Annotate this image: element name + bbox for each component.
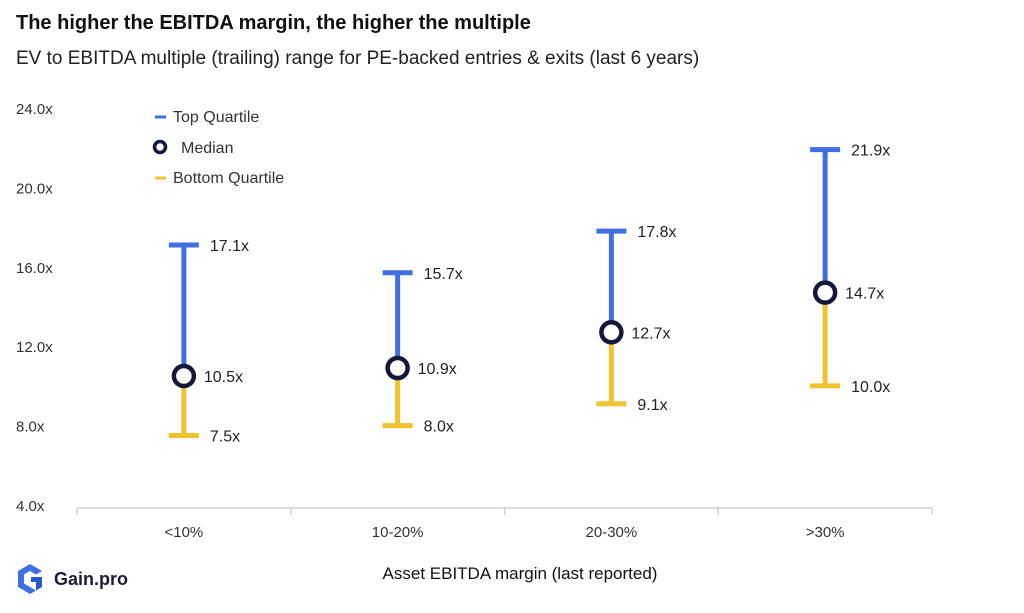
x-axis: <10% 10-20% 20-30% >30% — [76, 507, 933, 541]
bottom-quartile-label: 10.0x — [851, 379, 890, 396]
x-tick-label: >30% — [806, 524, 845, 541]
x-tick-label: 10-20% — [372, 524, 424, 541]
y-tick-label: 4.0x — [16, 498, 45, 515]
median-label: 14.7x — [845, 286, 884, 303]
x-tick-label: <10% — [164, 524, 203, 541]
bottom-quartile-label: 9.1x — [637, 397, 667, 414]
legend-bottom-quartile-label: Bottom Quartile — [173, 170, 284, 187]
y-tick-label: 24.0x — [16, 101, 53, 118]
top-quartile-label: 21.9x — [851, 143, 890, 160]
y-axis: 4.0x 8.0x 12.0x 16.0x 20.0x 24.0x — [16, 101, 53, 515]
chart-subtitle: EV to EBITDA multiple (trailing) range f… — [16, 48, 700, 69]
median-marker[interactable] — [812, 280, 838, 305]
median-marker[interactable] — [599, 320, 624, 345]
bottom-quartile-label: 8.0x — [424, 419, 454, 436]
legend-median-label: Median — [181, 140, 233, 157]
median-label: 12.7x — [631, 325, 670, 342]
chart-title: The higher the EBITDA margin, the higher… — [16, 12, 531, 34]
top-quartile-label: 17.1x — [210, 238, 249, 255]
median-label: 10.5x — [204, 369, 243, 386]
top-quartile-label: 15.7x — [424, 266, 463, 283]
brand-name: Gain.pro — [54, 568, 129, 589]
chart-marks: 17.1x 10.5x 7.5x 15.7x 10.9x 8.0x 17.8x 12.7x 9.… — [168, 143, 890, 446]
legend-top-quartile-label: Top Quartile — [173, 109, 259, 126]
x-tick-label: 20-30% — [586, 524, 638, 541]
legend: Top Quartile Median Bottom Quartile — [152, 109, 284, 187]
median-label: 10.9x — [418, 361, 457, 378]
brand-logo[interactable]: Gain.pro — [14, 562, 128, 596]
y-tick-label: 12.0x — [16, 339, 53, 356]
legend-median-swatch — [152, 139, 168, 155]
median-marker[interactable] — [171, 363, 197, 389]
median-marker[interactable] — [385, 355, 410, 381]
y-tick-label: 8.0x — [16, 419, 45, 436]
y-tick-label: 16.0x — [16, 260, 53, 277]
y-tick-label: 20.0x — [16, 180, 53, 197]
top-quartile-label: 17.8x — [637, 224, 676, 241]
bottom-quartile-label: 7.5x — [210, 429, 240, 446]
gain-pro-logo-icon — [18, 564, 42, 594]
x-axis-title: Asset EBITDA margin (last reported) — [383, 564, 658, 583]
